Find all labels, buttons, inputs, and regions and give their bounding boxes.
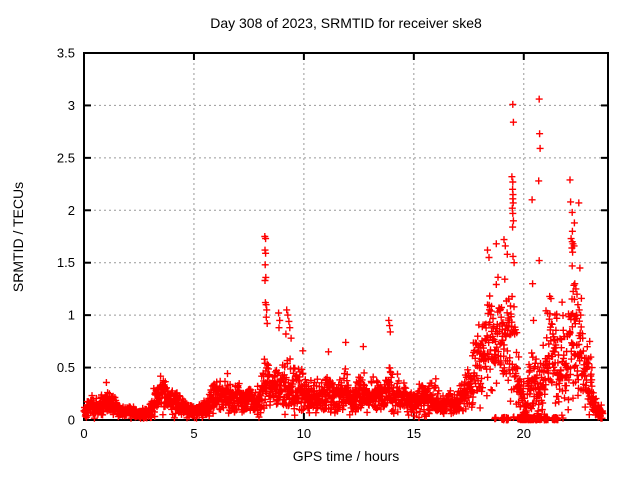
x-tick-label-4: 20 [517,426,531,441]
y-tick-label-1: 0.5 [57,360,75,375]
y-tick-label-3: 1.5 [57,255,75,270]
y-tick-label-5: 2.5 [57,150,75,165]
y-tick-label-7: 3.5 [57,46,75,61]
y-tick-label-0: 0 [68,413,75,428]
x-axis-label: GPS time / hours [292,448,400,464]
plot-border [83,52,609,421]
chart-title: Day 308 of 2023, SRMTID for receiver ske… [210,15,482,31]
x-tick-label-1: 5 [190,426,197,441]
y-tick-label-4: 2 [68,203,75,218]
data-points-layer [80,95,607,424]
y-tick-label-2: 1 [68,308,75,323]
x-tick-label-0: 0 [80,426,87,441]
y-tick-label-6: 3 [68,98,75,113]
x-tick-label-2: 10 [297,426,311,441]
tick-labels: 0 5 10 15 20 0 0.5 1 1.5 2 2.5 3 3.5 [57,46,531,442]
x-tick-label-3: 15 [407,426,421,441]
